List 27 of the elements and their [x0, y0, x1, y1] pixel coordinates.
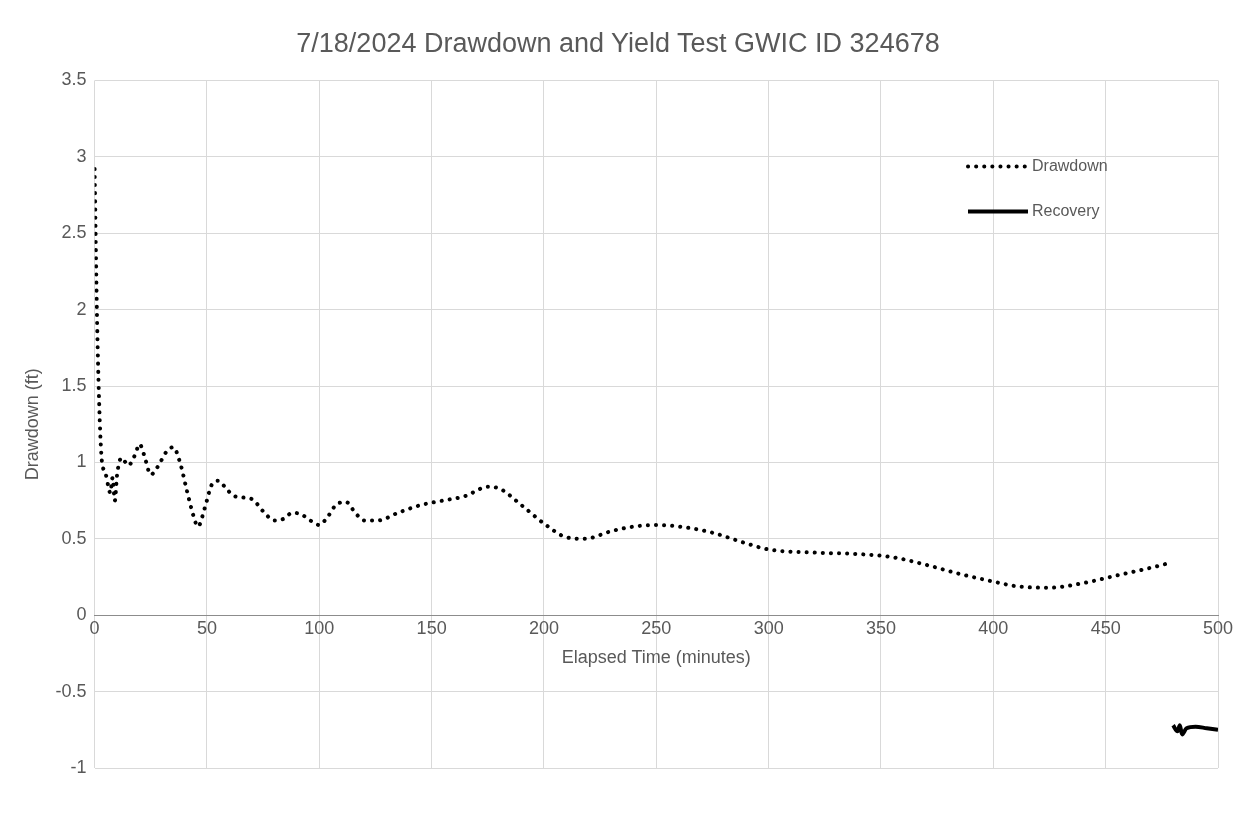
x-tick-label: 450	[1090, 617, 1121, 638]
y-tick-label: 1	[76, 451, 87, 472]
x-tick-label: 300	[753, 617, 784, 638]
chart-title: 7/18/2024 Drawdown and Yield Test GWIC ID 324678	[296, 27, 940, 58]
x-tick-label: 500	[1202, 617, 1234, 638]
x-tick-label: 100	[304, 617, 335, 638]
y-tick-label: 1.5	[61, 374, 87, 395]
x-axis-title: Elapsed Time (minutes)	[561, 646, 751, 667]
y-tick-label: -1	[70, 756, 87, 777]
y-axis-title: Drawdown (ft)	[21, 368, 42, 481]
y-tick-label: 3	[76, 145, 87, 166]
y-tick-label: 0	[76, 604, 87, 625]
y-tick-label: 2.5	[61, 222, 87, 243]
x-tick-label: 350	[865, 617, 897, 638]
x-tick-label: 150	[416, 617, 447, 638]
x-tick-label: 400	[978, 617, 1009, 638]
y-tick-label: 0.5	[61, 527, 87, 548]
y-tick-label: 2	[76, 298, 87, 319]
legend-label: Drawdown	[1032, 156, 1108, 174]
line-series	[1171, 723, 1218, 737]
x-tick-label: 50	[196, 617, 217, 638]
x-tick-label: 200	[528, 617, 559, 638]
y-tick-label: 3.5	[61, 69, 87, 90]
y-tick-label: -0.5	[55, 680, 87, 701]
x-tick-label: 0	[89, 617, 100, 638]
x-tick-label: 250	[641, 617, 672, 638]
legend-label: Recovery	[1032, 201, 1100, 219]
